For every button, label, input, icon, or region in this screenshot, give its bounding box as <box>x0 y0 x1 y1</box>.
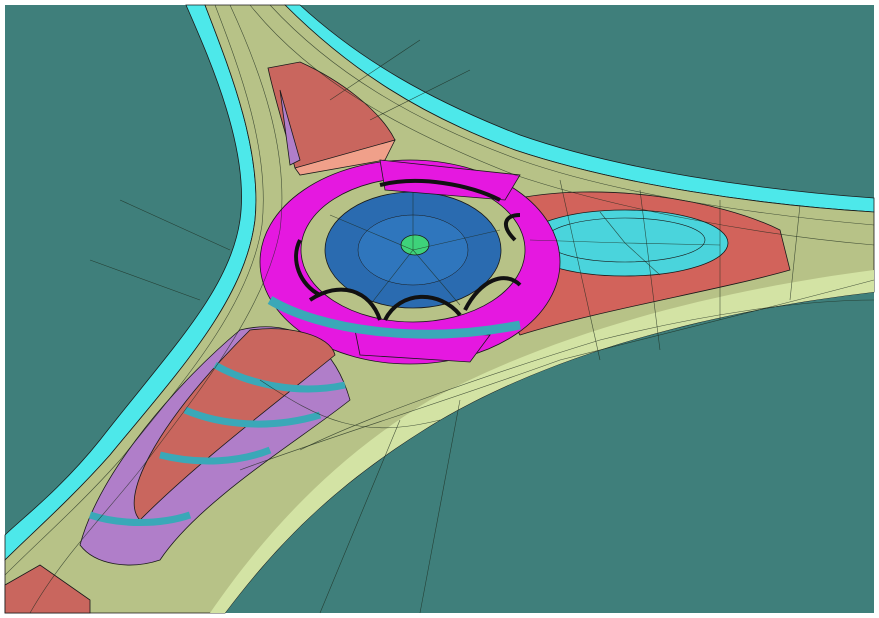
mesh-model <box>4 4 875 614</box>
corner-cone <box>4 564 91 614</box>
top-cone-side <box>279 89 301 166</box>
black-arcs <box>294 179 522 321</box>
top-cone-base <box>294 139 396 176</box>
lower-cone-bands <box>88 361 346 526</box>
ring-band <box>267 296 521 339</box>
ring-segment-top <box>379 159 521 201</box>
mesh-lines <box>4 4 875 614</box>
